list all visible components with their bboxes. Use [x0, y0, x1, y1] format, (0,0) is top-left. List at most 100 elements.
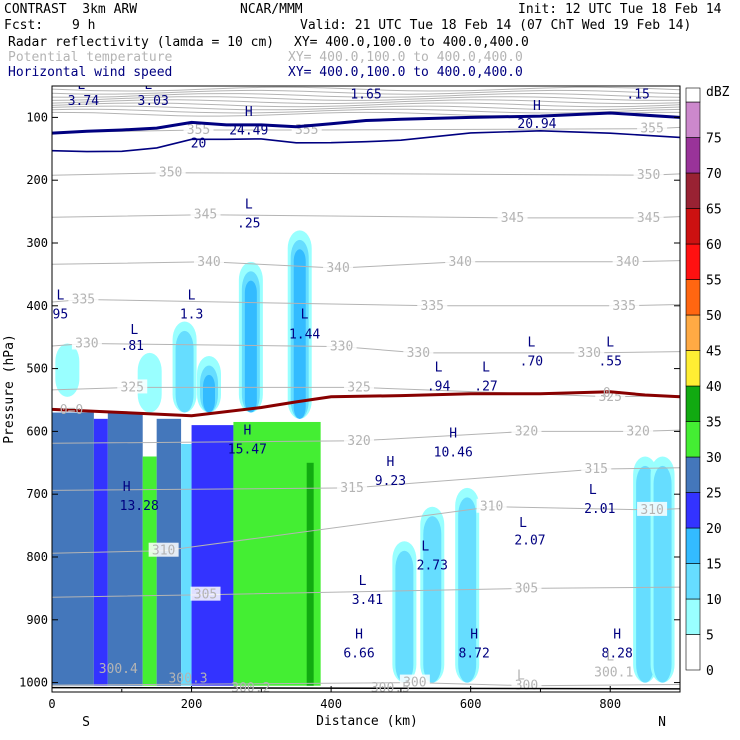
- theta-band-line: [52, 105, 680, 111]
- y-tick-label: 1000: [19, 676, 48, 690]
- theta-band-line: [52, 86, 680, 92]
- theta-label-bg: [511, 580, 542, 595]
- extremum-label: 2.01: [584, 502, 615, 517]
- colorbar-top-cap: [685, 87, 701, 103]
- theta-contour-label: 315: [585, 462, 608, 477]
- theta-contour-label: 330: [407, 346, 430, 361]
- theta-label-bg: [183, 121, 214, 136]
- valid-time: Valid: 21 UTC Tue 18 Feb 14 (07 ChT Wed …: [300, 18, 692, 33]
- reflectivity-cell: [636, 465, 655, 683]
- theta-label-bg: [574, 344, 605, 359]
- theta-contour-label: 315: [340, 481, 363, 496]
- colorbar-swatch: [685, 208, 701, 245]
- theta-label-bg: [445, 253, 476, 268]
- extremum-label: H: [310, 694, 318, 709]
- theta-label-bg: [155, 164, 186, 179]
- extremum-label: .55: [598, 354, 621, 369]
- extremum-label: L: [482, 361, 490, 376]
- theta-band-line: [52, 108, 680, 114]
- extremum-label: L: [638, 72, 646, 87]
- extremum-label: L: [130, 323, 138, 338]
- x-tick-label: 600: [460, 697, 482, 711]
- colorbar-swatch: [685, 172, 701, 209]
- theta-label-bg: [337, 479, 368, 494]
- colorbar-tick-label: 65: [706, 203, 722, 218]
- y-tick-label: 500: [26, 362, 48, 376]
- colorbar-tick-label: 60: [706, 238, 722, 253]
- theta-label-bg: [476, 498, 507, 513]
- extremum-label: 8.28: [602, 646, 633, 661]
- theta-contour-label: 325: [347, 380, 370, 395]
- extremum-label: L: [435, 361, 443, 376]
- theta-label-bg: [637, 501, 668, 516]
- theta-contour-label: 355: [640, 122, 663, 137]
- extremum-label: .25: [237, 216, 260, 231]
- colorbar-tick-label: 40: [706, 380, 722, 395]
- colorbar-swatch: [685, 634, 701, 671]
- field-xy-wind-speed: XY= 400.0,100.0 to 400.0,400.0: [288, 65, 523, 80]
- theta-band-line: [52, 89, 680, 95]
- theta-label-bg: [326, 338, 357, 353]
- theta-contour-line: [52, 172, 680, 176]
- extremum-label: 2.07: [514, 533, 545, 548]
- reflectivity-column: [107, 412, 143, 686]
- theta-contour-label: 330: [330, 340, 353, 355]
- theta-label-bg: [633, 209, 664, 224]
- colorbar-swatch: [685, 137, 701, 174]
- y-tick-label: 600: [26, 424, 48, 438]
- extremum-label: H: [123, 480, 131, 495]
- colorbar-swatch: [685, 492, 701, 529]
- field-name-reflectivity: Radar reflectivity (lamda = 10 cm): [8, 35, 275, 50]
- theta-label-bg: [117, 379, 148, 394]
- south-label: S: [82, 715, 90, 730]
- theta-label-bg: [633, 167, 664, 182]
- reflectivity-cell: [293, 249, 306, 419]
- extremum-label: H: [245, 105, 253, 120]
- extremum-label: .81: [121, 339, 144, 354]
- x-tick-label: 0: [48, 697, 55, 711]
- extremum-label: L: [606, 336, 614, 351]
- colorbar-swatch: [685, 314, 701, 351]
- wind-jet-line: [52, 111, 680, 135]
- theta-contour-label: 350: [637, 168, 660, 183]
- theta-contour-label: 310: [152, 544, 175, 559]
- extremum-label: H: [243, 424, 251, 439]
- grey-annotation: 300.4: [99, 662, 138, 677]
- theta-label-bg: [344, 379, 375, 394]
- extremum-label: 3.74: [68, 94, 99, 109]
- y-tick-label: 900: [26, 613, 48, 627]
- reflectivity-column: [181, 443, 192, 686]
- x-tick-label: 400: [320, 697, 342, 711]
- field-name-wind-speed: Horizontal wind speed: [8, 65, 173, 80]
- theta-label-bg: [581, 461, 612, 476]
- model-title: CONTRAST 3km ARW: [4, 2, 138, 17]
- colorbar-swatch: [685, 385, 701, 422]
- extremum-label: .94: [427, 380, 451, 395]
- extremum-label: 2.73: [417, 559, 448, 574]
- colorbar-tick-label: 5: [706, 629, 714, 644]
- colorbar-tick-label: 10: [706, 593, 722, 608]
- colorbar-swatch: [685, 527, 701, 564]
- extremum-label: 3.03: [138, 94, 169, 109]
- y-axis-label: Pressure (hPa): [2, 334, 17, 444]
- x-tick-label: 800: [599, 697, 621, 711]
- theta-label-bg: [403, 344, 434, 359]
- colorbar-swatch: [685, 563, 701, 600]
- extremum-label: 13.28: [120, 499, 159, 514]
- theta-label-bg: [190, 586, 221, 601]
- y-tick-label: 200: [26, 173, 48, 187]
- reflectivity-cell: [203, 374, 215, 413]
- theta-contour-label: 350: [159, 166, 182, 181]
- y-tick-label: 100: [26, 110, 48, 124]
- reflectivity-column: [142, 456, 157, 686]
- theta-contour-label: 335: [72, 293, 95, 308]
- extremum-label: H: [355, 628, 363, 643]
- y-tick-label: 700: [26, 487, 48, 501]
- colorbar-tick-label: 55: [706, 274, 722, 289]
- theta-band-line: [52, 99, 680, 105]
- extremum-label: L: [359, 574, 367, 589]
- theta-contour-label: 320: [515, 424, 538, 439]
- freezing-level-line: [52, 390, 680, 418]
- extremum-label: 3.41: [352, 593, 383, 608]
- theta-contour-label: 345: [194, 208, 217, 223]
